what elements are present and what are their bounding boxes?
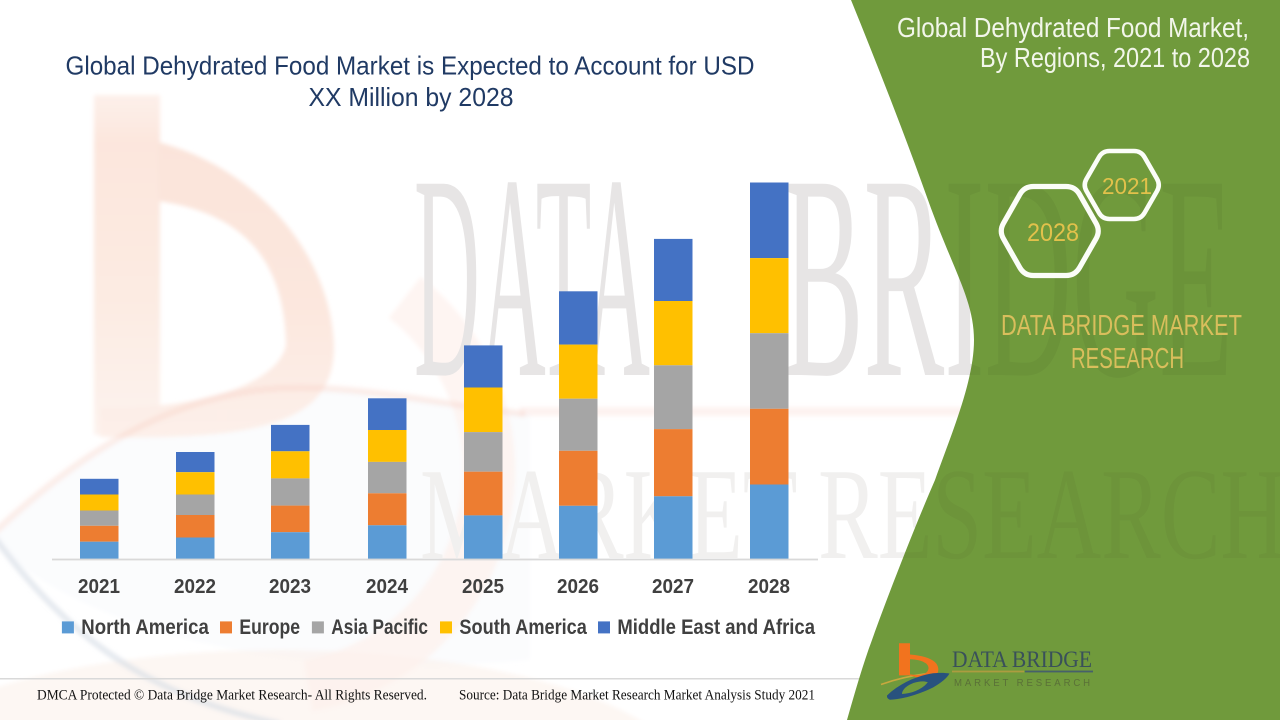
svg-text:By Regions, 2021 to 2028: By Regions, 2021 to 2028 [980,41,1250,73]
svg-text:2022: 2022 [174,576,216,598]
svg-text:Asia Pacific: Asia Pacific [331,615,428,639]
svg-text:2025: 2025 [462,576,504,598]
svg-text:South America: South America [459,615,587,639]
svg-text:2028: 2028 [1027,220,1079,247]
svg-text:2021: 2021 [1102,173,1152,199]
svg-text:RESEARCH: RESEARCH [1071,343,1184,375]
svg-text:2021: 2021 [78,576,120,598]
svg-text:DATA: DATA [414,116,650,439]
svg-text:DATA BRIDGE MARKET: DATA BRIDGE MARKET [1001,310,1242,342]
svg-text:2023: 2023 [269,576,311,598]
svg-text:DMCA Protected © Data Bridge M: DMCA Protected © Data Bridge Market Rese… [37,688,427,704]
svg-text:DATA BRIDGE: DATA BRIDGE [952,647,1092,673]
svg-text:2024: 2024 [366,576,409,598]
svg-text:2026: 2026 [557,576,599,598]
svg-text:2028: 2028 [748,576,790,598]
svg-text:MARKET RESEARCH: MARKET RESEARCH [954,678,1093,689]
svg-text:Global Dehydrated Food Market,: Global Dehydrated Food Market, [897,11,1249,43]
svg-text:Global Dehydrated Food Market: Global Dehydrated Food Market is Expecte… [66,52,755,80]
svg-text:Europe: Europe [239,615,300,639]
svg-text:2027: 2027 [652,576,694,598]
svg-text:North America: North America [81,615,209,639]
svg-text:Source: Data Bridge Market Res: Source: Data Bridge Market Research Mark… [459,688,815,704]
svg-text:Middle East and Africa: Middle East and Africa [617,615,815,639]
svg-text:XX Million by 2028: XX Million by 2028 [309,84,514,112]
